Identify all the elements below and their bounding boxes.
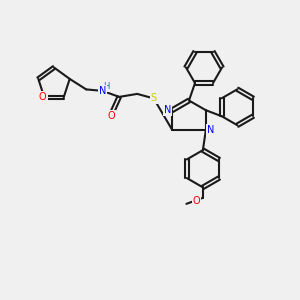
Text: O: O [108, 111, 116, 122]
Text: N: N [207, 125, 214, 135]
Text: S: S [151, 93, 157, 103]
Text: O: O [193, 196, 200, 206]
Text: H: H [103, 82, 110, 91]
Text: N: N [99, 86, 106, 96]
Text: O: O [39, 92, 46, 102]
Text: N: N [164, 105, 171, 115]
